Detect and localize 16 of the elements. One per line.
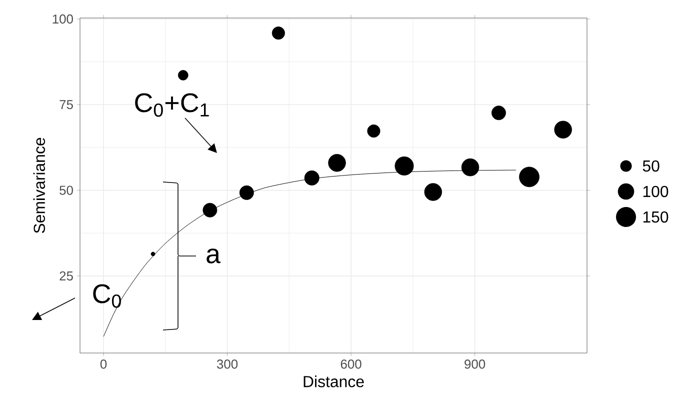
x-tick-label: 300 [216, 360, 238, 369]
x-tick-label: 900 [464, 360, 486, 369]
y-tick-label: 50 [60, 186, 73, 195]
x-axis-title: Distance [304, 376, 364, 388]
legend-label: 50 [642, 160, 660, 172]
annotation: C$_{0}$+C$_{1}$ [135, 93, 209, 117]
y-axis-title: Semivariance [33, 138, 46, 234]
annotation: a [206, 248, 220, 264]
legend-label: 150 [643, 211, 668, 223]
y-tick-label: 25 [60, 271, 73, 281]
x-tick-label: 0 [100, 360, 107, 369]
legend-label: 100 [643, 186, 668, 198]
y-tick-label: 75 [60, 100, 73, 110]
annotation: C$_{0}$ [93, 284, 121, 308]
y-tick-label: 100 [52, 14, 73, 24]
x-tick-label: 600 [340, 360, 362, 369]
